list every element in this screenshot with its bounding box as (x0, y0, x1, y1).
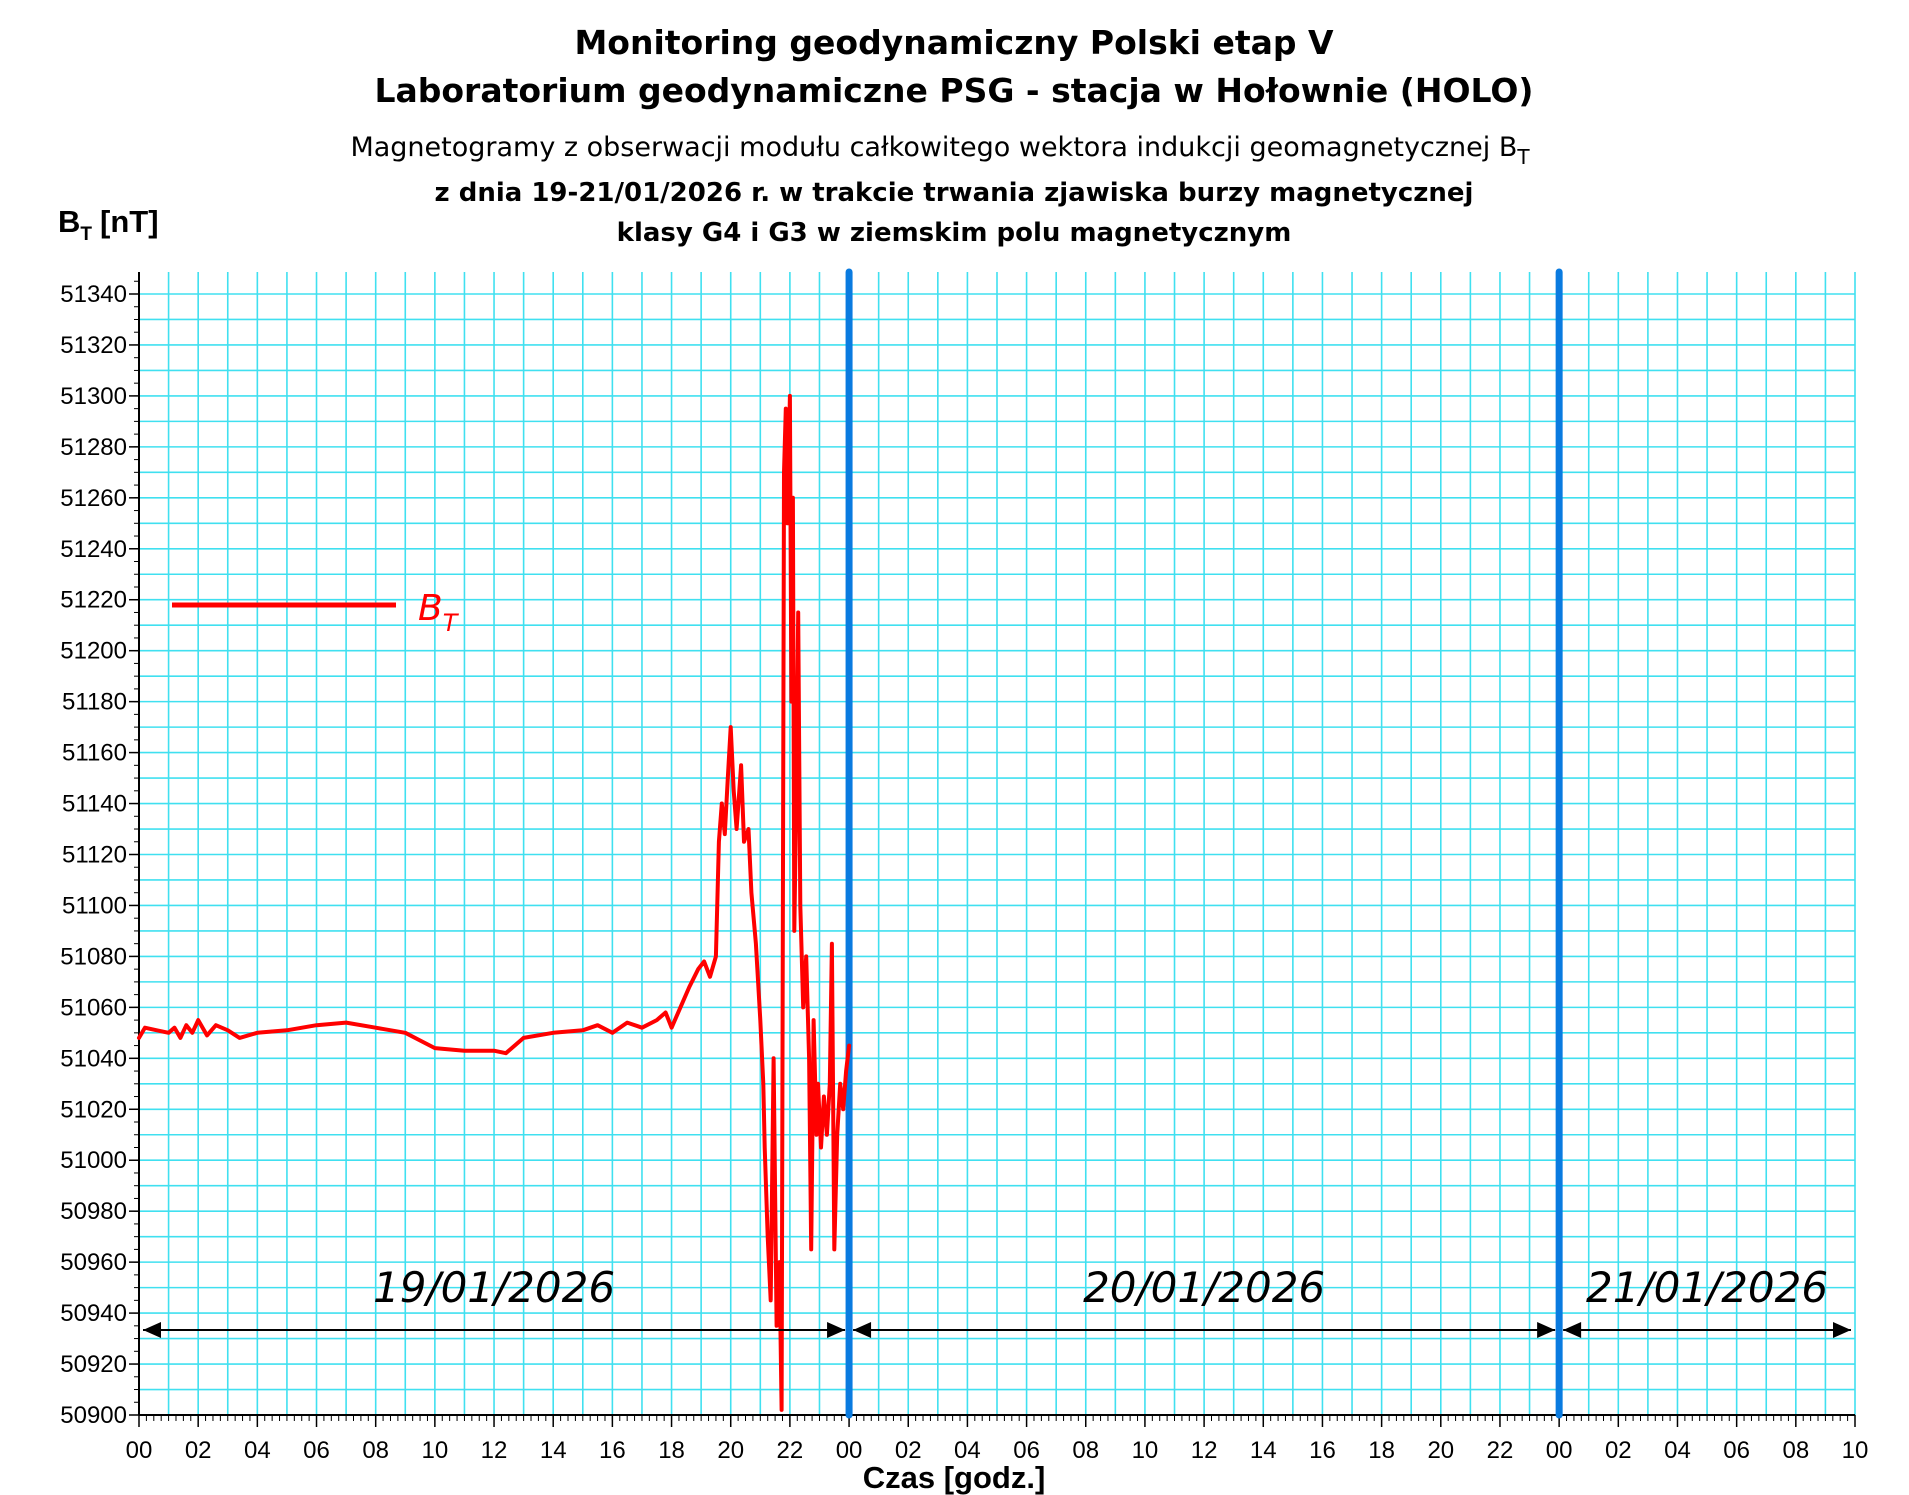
x-tick-label: 20 (1427, 1437, 1454, 1464)
x-tick-label: 12 (1191, 1437, 1218, 1464)
x-tick-label: 04 (954, 1437, 981, 1464)
x-tick-label: 08 (1782, 1437, 1809, 1464)
chart-title-line1: Monitoring geodynamiczny Polski etap V (574, 23, 1334, 62)
date-range-arrowhead-left (143, 1322, 161, 1338)
y-axis-title-symbol: B (58, 204, 80, 239)
x-tick-label: 00 (126, 1437, 153, 1464)
y-tick-label: 50900 (60, 1402, 127, 1429)
x-tick-label: 04 (1664, 1437, 1691, 1464)
date-ranges: 19/01/2026 20/01/2026 21/01/2026 (143, 1263, 1851, 1338)
x-tick-label: 10 (422, 1437, 449, 1464)
x-tick-label: 04 (244, 1437, 271, 1464)
x-tick-label: 14 (540, 1437, 567, 1464)
y-tick-label: 51060 (60, 994, 127, 1021)
x-tick-label: 12 (481, 1437, 508, 1464)
y-tick-label: 51140 (62, 791, 127, 818)
chart-subtitle: Magnetogramy z obserwacji modułu całkowi… (350, 132, 1530, 169)
y-tick-label: 51220 (60, 587, 127, 614)
x-tick-label: 16 (1309, 1437, 1336, 1464)
y-tick-label: 51180 (62, 689, 127, 716)
x-tick-label: 22 (777, 1437, 804, 1464)
x-tick-label: 22 (1487, 1437, 1514, 1464)
y-tick-label: 51240 (60, 536, 127, 563)
date-range-arrowhead-right (1833, 1322, 1851, 1338)
date-range-label: 20/01/2026 (1083, 1263, 1325, 1312)
y-tick-label: 51040 (60, 1045, 127, 1072)
y-tick-label: 51080 (60, 943, 127, 970)
series-line-bt (137, 393, 852, 1412)
y-tick-label: 50940 (60, 1300, 127, 1327)
chart-title-line2: Laboratorium geodynamiczne PSG - stacja … (374, 71, 1533, 110)
x-tick-label: 16 (599, 1437, 626, 1464)
y-tick-label: 51340 (60, 281, 127, 308)
y-axis-title: BT [nT] (58, 204, 159, 245)
y-axis: 50900 50920 50940 50960 50980 51000 51020 51040… (60, 272, 140, 1429)
series-layer (137, 393, 852, 1412)
x-tick-label: 10 (1132, 1437, 1159, 1464)
date-range-label: 21/01/2026 (1586, 1263, 1828, 1312)
x-tick-label: 14 (1250, 1437, 1277, 1464)
y-tick-label: 51260 (60, 485, 127, 512)
x-tick-label: 02 (895, 1437, 922, 1464)
x-axis: 00 02 04 06 08 10 12 14 16 18 20 22 00 02 04 06 08 10 12 14… (126, 1414, 1869, 1464)
y-tick-label: 51120 (62, 842, 127, 869)
y-tick-label: 51100 (62, 892, 127, 919)
y-tick-label: 50980 (60, 1198, 127, 1225)
x-tick-label: 00 (836, 1437, 863, 1464)
chart-description-line1: z dnia 19-21/01/2026 r. w trakcie trwani… (435, 178, 1474, 208)
y-tick-label: 51200 (60, 638, 127, 665)
y-tick-label: 51160 (62, 740, 127, 767)
y-tick-label: 51300 (60, 383, 127, 410)
legend-label-bt: BT (418, 588, 460, 637)
x-tick-label: 18 (1368, 1437, 1395, 1464)
chart-description-line2: klasy G4 i G3 w ziemskim polu magnetyczn… (617, 218, 1292, 248)
y-axis-title-sub: T (80, 224, 92, 245)
date-range-arrowhead-left (1563, 1322, 1582, 1338)
chart-subtitle-sub: T (1516, 145, 1530, 169)
x-tick-label: 10 (1842, 1437, 1869, 1464)
x-tick-label: 20 (717, 1437, 744, 1464)
x-tick-label: 02 (1605, 1437, 1632, 1464)
x-tick-label: 02 (185, 1437, 212, 1464)
date-range-arrowhead-right (827, 1322, 846, 1338)
grid (138, 272, 1856, 1416)
x-tick-label: 06 (303, 1437, 330, 1464)
legend-label-main: B (418, 588, 443, 629)
y-tick-label: 51280 (60, 434, 127, 461)
y-tick-label: 51020 (60, 1096, 127, 1123)
x-tick-label: 06 (1013, 1437, 1040, 1464)
date-range-label: 19/01/2026 (373, 1263, 615, 1312)
day-dividers (845, 268, 1563, 1419)
x-tick-label: 00 (1546, 1437, 1573, 1464)
x-tick-label: 08 (362, 1437, 389, 1464)
legend-label-sub: T (443, 609, 460, 637)
y-tick-label: 50920 (60, 1351, 127, 1378)
y-tick-label: 50960 (60, 1249, 127, 1276)
legend: BT (172, 588, 460, 637)
chart-subtitle-main: Magnetogramy z obserwacji modułu całkowi… (350, 132, 1517, 163)
x-tick-label: 06 (1723, 1437, 1750, 1464)
x-axis-title: Czas [godz.] (863, 1460, 1046, 1495)
y-axis-title-unit: [nT] (100, 204, 159, 239)
y-tick-label: 51320 (60, 332, 127, 359)
date-range-arrowhead-left (853, 1322, 872, 1338)
x-tick-label: 08 (1072, 1437, 1099, 1464)
x-tick-label: 18 (658, 1437, 685, 1464)
y-tick-label: 51000 (60, 1147, 127, 1174)
date-range-arrowhead-right (1537, 1322, 1556, 1338)
